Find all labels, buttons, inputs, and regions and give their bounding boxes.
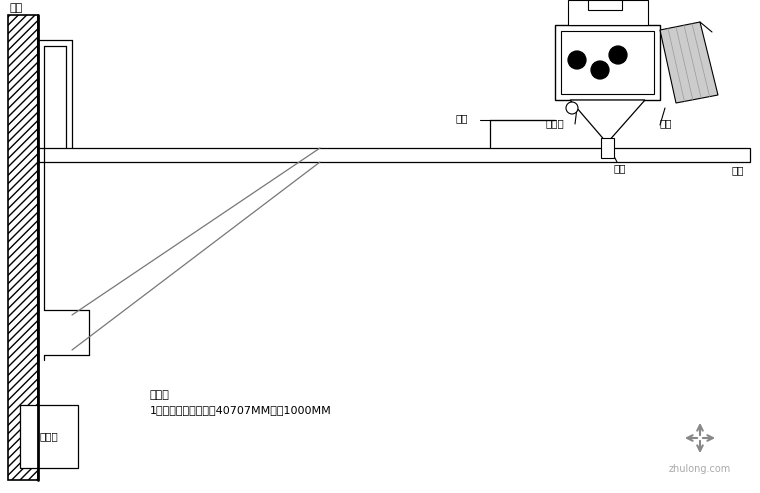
Text: zhulong.com: zhulong.com (669, 464, 731, 474)
Bar (38, 148, 750, 162)
Bar (561, 31, 654, 94)
Bar (8, 15, 38, 480)
Text: 螺丝: 螺丝 (614, 163, 626, 173)
Text: 摔管: 摔管 (455, 113, 467, 123)
Bar (555, 25, 660, 100)
Circle shape (568, 51, 586, 69)
Circle shape (566, 102, 578, 114)
Text: 支架: 支架 (660, 118, 673, 128)
Circle shape (591, 61, 609, 79)
Polygon shape (660, 22, 718, 103)
Polygon shape (570, 100, 645, 143)
Text: 设备笱: 设备笱 (40, 431, 59, 442)
Bar (568, 0, 648, 25)
Bar (601, 138, 614, 158)
Text: 樯杆: 樯杆 (732, 165, 745, 175)
Text: 墙体: 墙体 (10, 3, 24, 13)
Circle shape (609, 46, 627, 64)
Text: 说明：: 说明： (150, 390, 170, 400)
Text: 1、樯杆采用镇锌角钔40707MM长剠1000MM: 1、樯杆采用镇锌角钔40707MM长剠1000MM (150, 405, 332, 415)
Bar (20, 405, 78, 468)
Text: 固定点: 固定点 (545, 118, 564, 128)
Bar (588, 0, 622, 10)
